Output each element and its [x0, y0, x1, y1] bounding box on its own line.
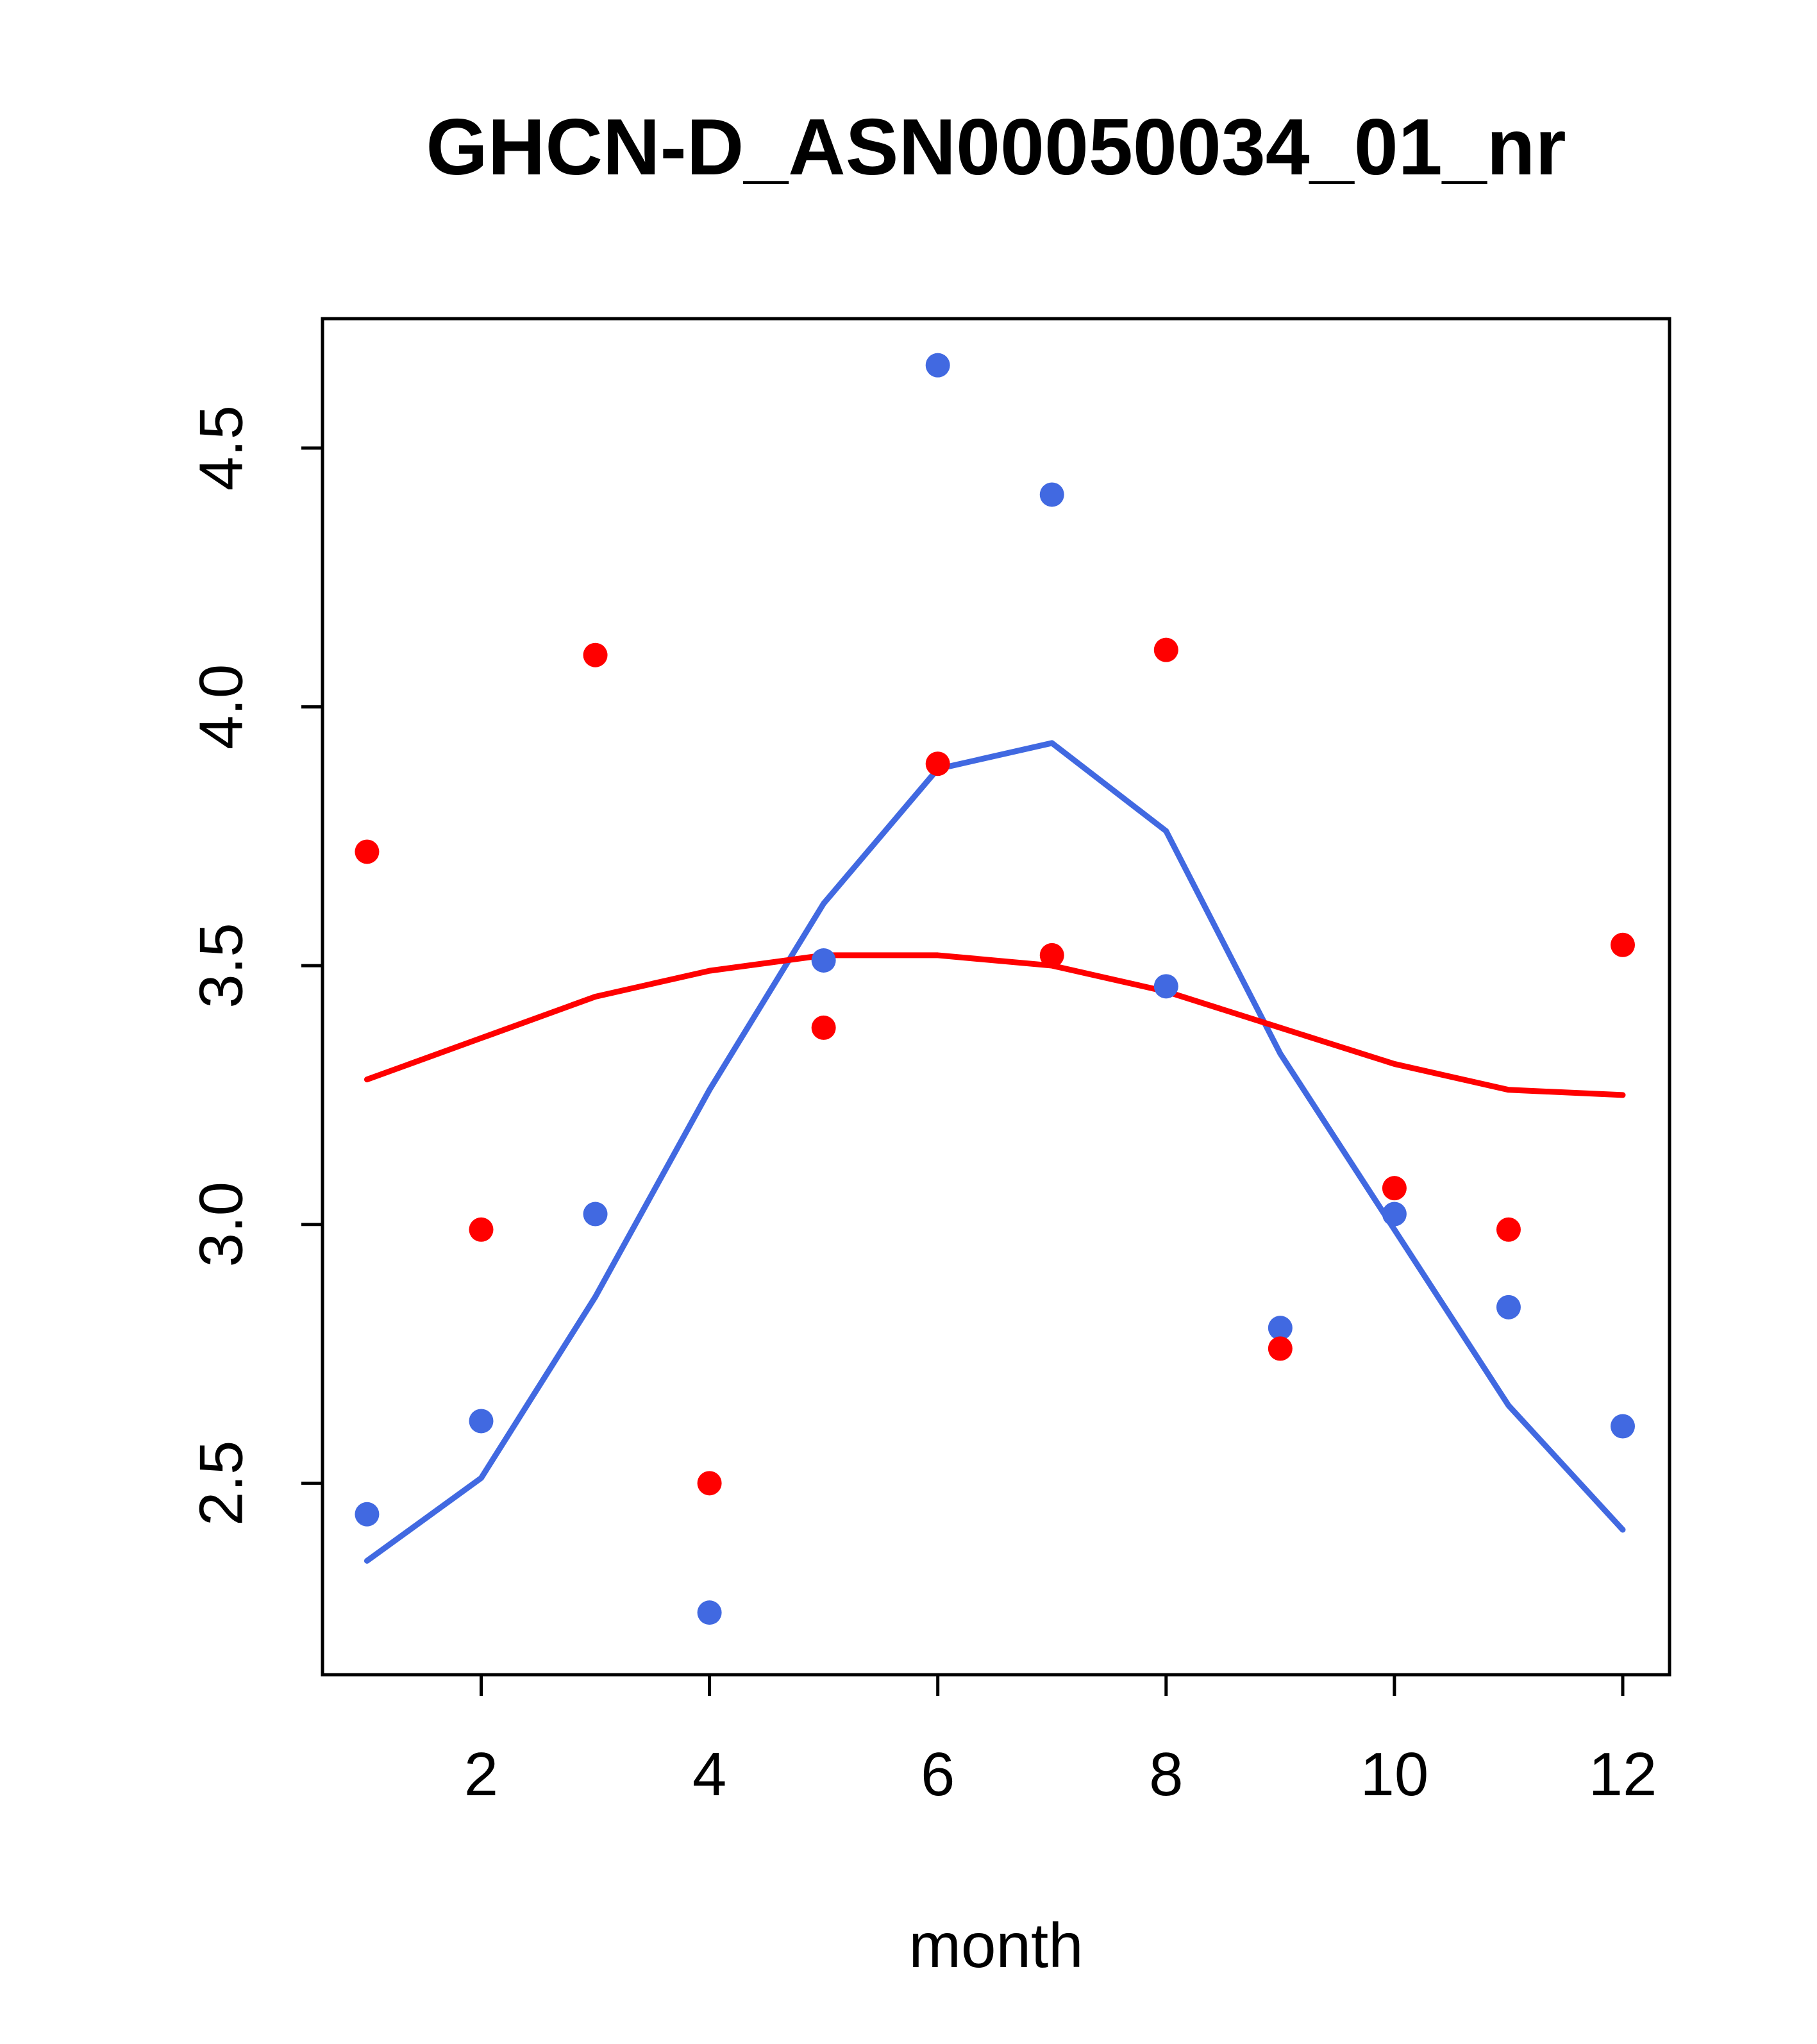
- blue-points-point: [469, 1409, 494, 1434]
- blue-points-point: [355, 1502, 380, 1527]
- red-points-point: [1382, 1176, 1407, 1201]
- red-points-point: [925, 751, 950, 776]
- red-points-point: [469, 1217, 494, 1242]
- y-tick-label: 4.5: [187, 405, 256, 490]
- blue-smooth-line: [364, 740, 1626, 1564]
- blue-points-point: [1268, 1316, 1293, 1341]
- x-tick-label: 4: [692, 1740, 726, 1809]
- chart-title: GHCN-D_ASN00050034_01_nr: [426, 103, 1566, 192]
- red-points-point: [1039, 942, 1064, 968]
- red-points-point: [355, 839, 380, 864]
- y-tick-label: 4.0: [187, 664, 256, 750]
- blue-points-point: [811, 948, 836, 973]
- blue-points-point: [1039, 482, 1064, 507]
- y-tick-label: 3.0: [187, 1182, 256, 1267]
- red-points-point: [811, 1015, 836, 1040]
- y-tick-label: 3.5: [187, 923, 256, 1008]
- x-tick-label: 8: [1149, 1740, 1183, 1809]
- red-points-point: [1268, 1336, 1293, 1361]
- plot-box: [321, 317, 1671, 1677]
- red-points-point: [1496, 1217, 1521, 1242]
- blue-points-point: [697, 1600, 722, 1625]
- blue-points-point: [1153, 974, 1178, 999]
- red-points-point: [583, 642, 608, 667]
- x-axis-label: month: [908, 1910, 1084, 1981]
- blue-points-point: [1610, 1414, 1635, 1439]
- blue-points-point: [925, 353, 950, 378]
- blue-points-point: [1382, 1202, 1407, 1227]
- x-tick-label: 2: [464, 1740, 498, 1809]
- x-tick-label: 10: [1361, 1740, 1429, 1809]
- red-smooth-line: [364, 952, 1626, 1098]
- y-tick-label: 2.5: [187, 1441, 256, 1526]
- red-points-point: [1153, 637, 1178, 662]
- x-tick-label: 6: [921, 1740, 955, 1809]
- blue-points-point: [1496, 1294, 1521, 1319]
- red-points-point: [1610, 932, 1635, 957]
- red-points-point: [697, 1471, 722, 1496]
- blue-points-point: [583, 1202, 608, 1227]
- x-tick-label: 12: [1589, 1740, 1657, 1809]
